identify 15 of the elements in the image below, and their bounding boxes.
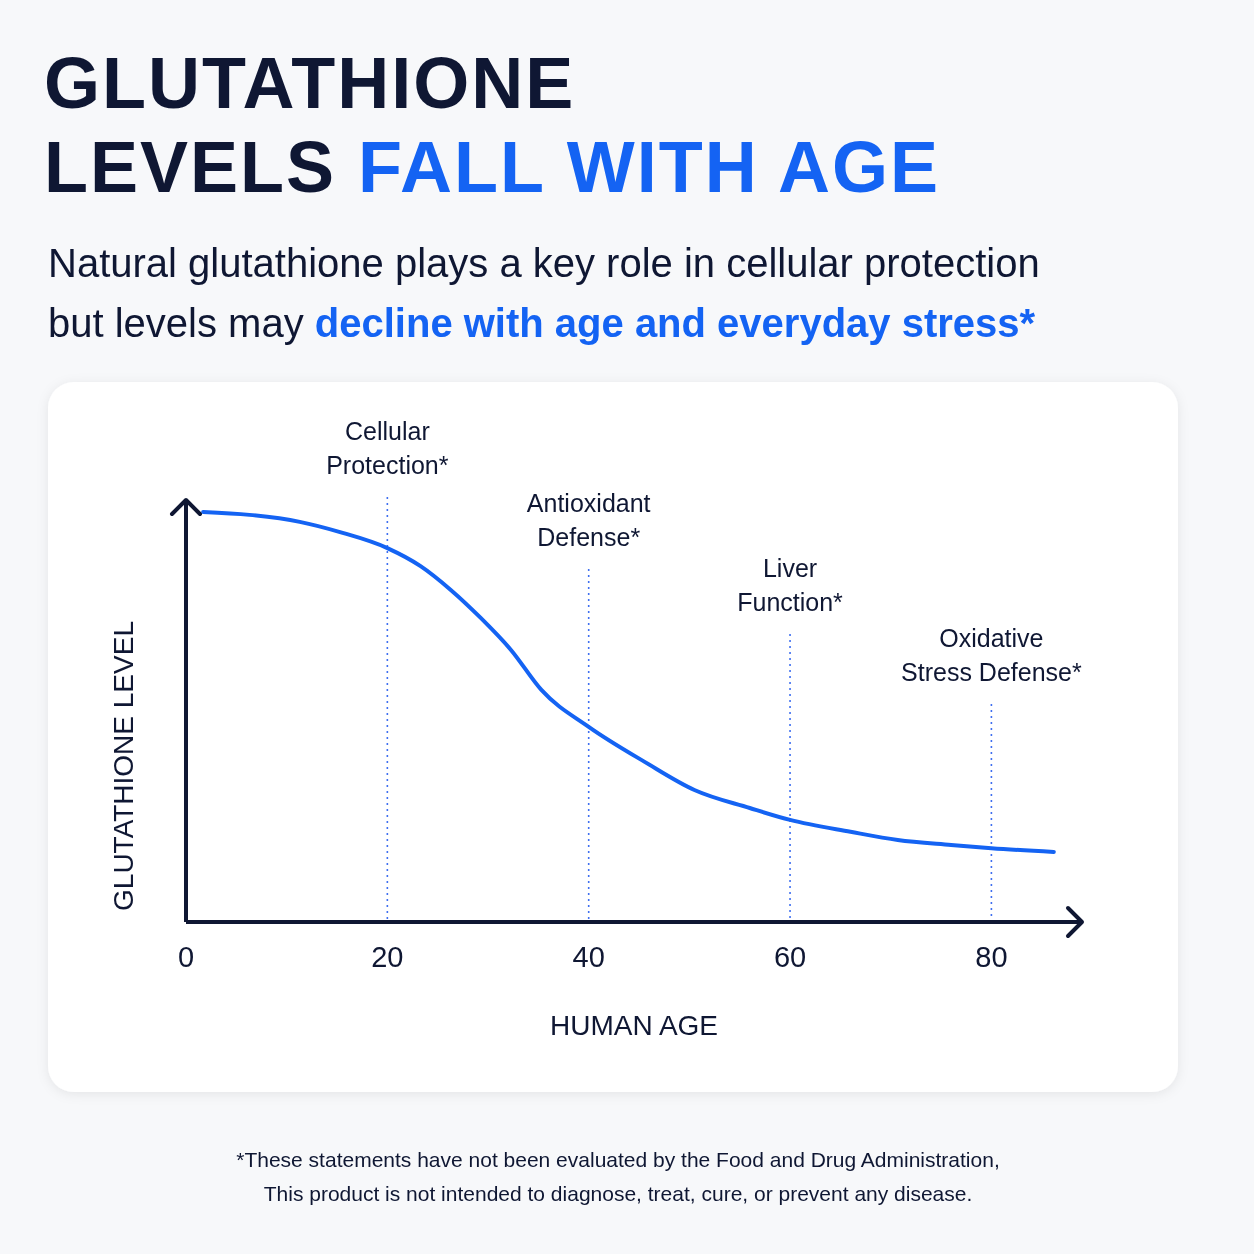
ref-line-label: Oxidative Stress Defense* xyxy=(901,624,1082,686)
x-tick-label: 60 xyxy=(773,941,807,973)
x-tick-label: 0 xyxy=(177,941,195,973)
x-axis-title: HUMAN AGE xyxy=(549,1010,719,1041)
chart-subtitle: Natural glutathione plays a key role in cellular protection but levels may decline with age and everyday stress* xyxy=(48,241,1040,345)
chart-title: GLUTATHIONE LEVELS FALL WITH AGE xyxy=(44,43,941,207)
x-tick-label: 80 xyxy=(975,941,1008,973)
ref-line-label: Cellular Protection* xyxy=(326,417,449,479)
y-axis-title: GLUTATHIONE LEVEL xyxy=(108,621,139,911)
ref-line-label: Liver Function* xyxy=(737,554,844,616)
ref-line-label: Antioxidant Defense* xyxy=(526,489,651,551)
text: *These statements have not been evaluated by the Food and Drug Administration, xyxy=(236,1148,1000,1171)
text: This product is not intended to diagnose, treat, cure, or prevent any disease. xyxy=(263,1182,973,1205)
x-tick-label: 20 xyxy=(371,941,404,973)
x-tick-label: 40 xyxy=(572,941,605,973)
